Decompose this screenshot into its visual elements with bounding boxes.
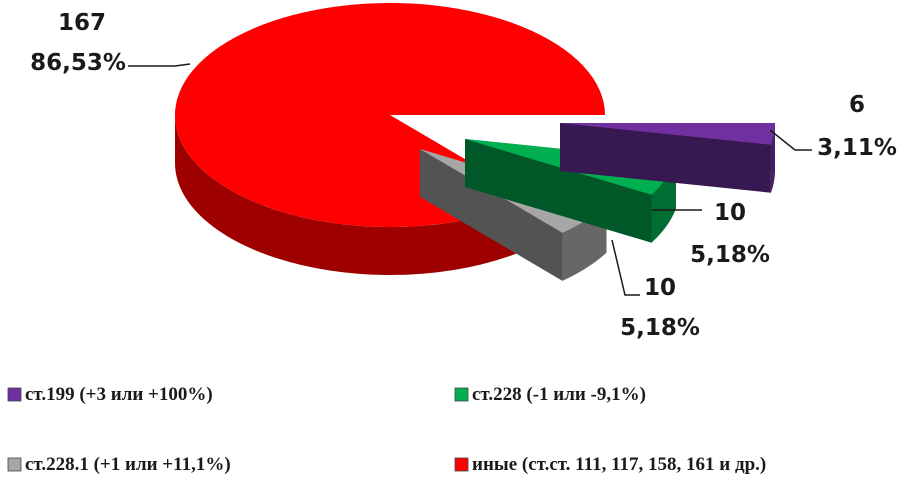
leader-line-228-1-1-11-1 (611, 239, 640, 296)
legend-label-199-3-100: ст.199 (+3 или +100%) (25, 384, 213, 405)
data-label-value-111-117-158-161: 167 (58, 10, 106, 36)
leader-lines (128, 63, 812, 296)
data-labels: 6 3,11% 10 5,18% 10 5,18% 167 86,53% (30, 10, 897, 341)
slice-wall-199-3-100 (770, 123, 775, 193)
legend: ст.199 (+3 или +100%) ст.228 (-1 или -9,1… (7, 384, 766, 475)
pie-slices (174, 3, 775, 281)
data-label-value-228-1-1-11-1: 10 (644, 275, 676, 301)
legend-item-111-117-158-161: иные (ст.ст. 111, 117, 158, 161 и др.) (454, 454, 766, 475)
legend-label-228-1-9-1: ст.228 (-1 или -9,1%) (472, 384, 646, 405)
legend-swatch-199-3-100 (7, 387, 22, 402)
slice-side-end-228-1-9-1 (465, 139, 652, 243)
legend-label-228-1-1-11-1: ст.228.1 (+1 или +11,1%) (25, 454, 231, 475)
legend-item-228-1-1-11-1: ст.228.1 (+1 или +11,1%) (7, 454, 231, 475)
legend-label-111-117-158-161: иные (ст.ст. 111, 117, 158, 161 и др.) (472, 454, 766, 475)
data-label-percent-228-1-9-1: 5,18% (690, 242, 770, 268)
slice-top-199-3-100 (560, 123, 775, 145)
slice-wall-111-117-158-161 (175, 115, 533, 275)
slice-top-111-117-158-161 (174, 3, 605, 227)
slice-side-end-228-1-1-11-1 (420, 149, 563, 281)
slice-199-3-100 (560, 123, 775, 193)
leader-line-111-117-158-161 (128, 63, 191, 67)
data-label-percent-111-117-158-161: 86,53% (30, 50, 126, 76)
slice-side-end-199-3-100 (560, 123, 771, 193)
legend-swatch-228-1-1-11-1 (7, 457, 22, 472)
legend-swatch-228-1-9-1 (454, 387, 469, 402)
data-label-percent-199-3-100: 3,11% (817, 135, 897, 161)
legend-swatch-111-117-158-161 (454, 457, 469, 472)
data-label-percent-228-1-1-11-1: 5,18% (620, 315, 700, 341)
leader-line-199-3-100 (769, 129, 812, 151)
slice-111-117-158-161 (174, 3, 605, 275)
legend-item-199-3-100: ст.199 (+3 или +100%) (7, 384, 213, 405)
data-label-value-228-1-9-1: 10 (714, 200, 746, 226)
legend-item-228-1-9-1: ст.228 (-1 или -9,1%) (454, 384, 646, 405)
data-label-value-199-3-100: 6 (849, 92, 865, 118)
